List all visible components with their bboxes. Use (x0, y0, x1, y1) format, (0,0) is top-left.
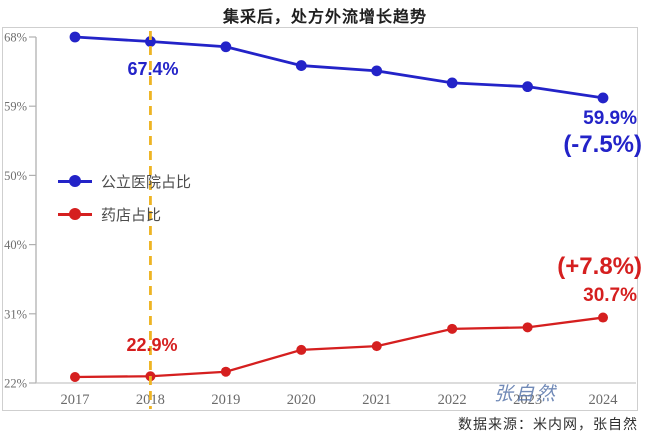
x-tick-label: 2022 (438, 392, 467, 408)
data-point-marker (371, 65, 383, 77)
data-point-marker (522, 322, 533, 333)
data-point-marker (295, 60, 307, 71)
series-line-pharmacy (74, 316, 604, 379)
red-line-marker-icon (58, 208, 92, 220)
annotation-red-2018-value: 22.9% (126, 335, 178, 355)
annotation-red-change: (+7.8%) (557, 253, 642, 280)
chart-title: 集采后，处方外流增长趋势 (222, 9, 427, 26)
data-point-marker (220, 41, 232, 53)
x-tick-label: 2019 (211, 392, 240, 408)
x-tick-label: 2020 (287, 392, 316, 408)
x-tick-label: 2017 (61, 392, 90, 408)
x-tick-label: 2024 (589, 392, 619, 408)
y-tick-label: 50% (4, 169, 27, 183)
data-point-marker (597, 92, 609, 104)
data-point-marker (371, 341, 382, 352)
watermark: 张自然 (494, 384, 558, 405)
plot-area-frame (2, 27, 638, 411)
x-tick-label: 2021 (362, 392, 391, 408)
legend-item-pharmacy: 药店占比 (58, 203, 191, 225)
data-point-marker (145, 36, 156, 47)
y-tick-label: 40% (4, 238, 27, 252)
data-point-marker (598, 312, 609, 323)
data-point-marker (69, 31, 81, 43)
legend-item-public-hospital: 公立医院占比 (58, 170, 191, 192)
y-tick-label: 59% (4, 100, 27, 114)
blue-line-marker-icon (58, 175, 92, 187)
data-point-marker (220, 366, 231, 377)
series-line-public-hospital (74, 35, 604, 100)
y-tick-label: 22% (4, 377, 27, 391)
annotation-blue-2024-value: 59.9% (583, 108, 637, 129)
x-tick-label: 2023 (513, 392, 542, 408)
y-tick-label: 68% (4, 31, 27, 45)
data-point-marker (296, 344, 307, 355)
data-point-marker (522, 81, 533, 93)
y-tick-label: 31% (4, 307, 27, 321)
data-source-note: 数据来源：米内网，张自然 (458, 418, 638, 433)
annotation-blue-change: (-7.5%) (563, 131, 642, 158)
data-point-marker (70, 371, 80, 382)
legend: 公立医院占比 药店占比 (58, 170, 191, 236)
data-point-marker (447, 323, 458, 334)
x-tick-label: 2018 (136, 392, 165, 408)
annotation-blue-2018-value: 67.4% (127, 59, 179, 79)
legend-label-public-hospital: 公立医院占比 (101, 173, 192, 191)
data-point-marker (446, 77, 458, 89)
annotation-red-2024-value: 30.7% (583, 285, 637, 306)
legend-label-pharmacy: 药店占比 (101, 206, 162, 224)
